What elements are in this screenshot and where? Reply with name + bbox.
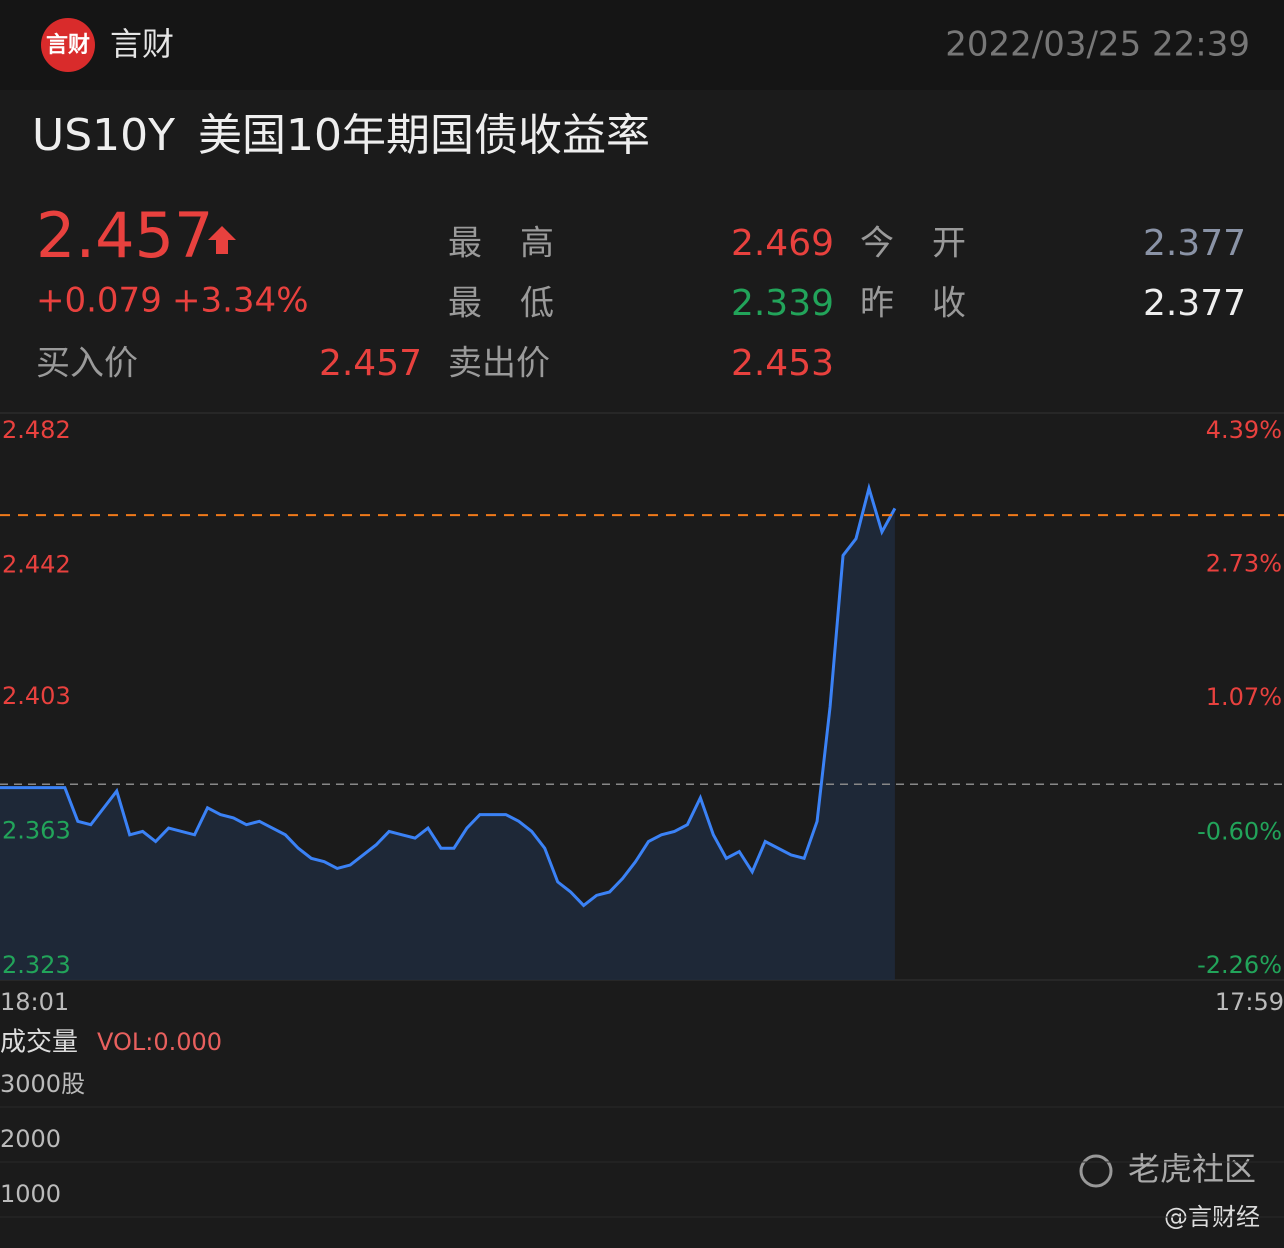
- watermark-icon: [1079, 1154, 1113, 1188]
- bid-label: 买入价: [36, 344, 138, 384]
- top-bar: [0, 0, 1284, 90]
- watermark: 老虎社区: [1128, 1150, 1256, 1188]
- low: 2.339: [731, 283, 834, 324]
- volume-title: 成交量: [0, 1028, 78, 1058]
- volume-tick-label: 3000股: [0, 1070, 85, 1098]
- price-line: [0, 482, 897, 908]
- volume-tick-label: 2000: [0, 1125, 61, 1153]
- y-tick-label: 2.403: [2, 682, 71, 710]
- logo: [41, 18, 95, 72]
- brand: 言财: [110, 25, 174, 63]
- volume-label: VOL:0.000: [97, 1028, 222, 1056]
- y2-tick-label: -2.26%: [1197, 951, 1282, 979]
- datetime: 2022/03/25 22:39: [945, 25, 1250, 65]
- price: 2.457: [36, 199, 214, 272]
- symbol: US10Y: [32, 110, 175, 161]
- low-label: 最低: [448, 284, 592, 324]
- y-tick-label: 2.442: [2, 551, 71, 579]
- change-pct: +3.34%: [172, 281, 309, 321]
- area-fill: [0, 488, 895, 980]
- y2-tick-label: -0.60%: [1197, 817, 1282, 845]
- instrument-name: 美国10年期国债收益率: [198, 110, 650, 161]
- open-label: 今开: [860, 224, 1004, 264]
- volume-tick-label: 1000: [0, 1180, 61, 1208]
- y2-tick-label: 2.73%: [1206, 550, 1282, 578]
- y-tick-label: 2.482: [2, 416, 71, 444]
- y2-tick-label: 4.39%: [1206, 416, 1282, 444]
- up-arrow: [208, 226, 236, 254]
- ask-label: 卖出价: [448, 344, 550, 384]
- high: 2.469: [731, 223, 834, 264]
- prev-close: 2.377: [1143, 283, 1246, 324]
- change: +0.079: [36, 281, 162, 321]
- logo-text: 言财: [46, 32, 90, 58]
- prev-close-label: 昨收: [860, 284, 1004, 324]
- y2-tick-label: 1.07%: [1206, 683, 1282, 711]
- ask: 2.453: [731, 343, 834, 384]
- y-tick-label: 2.323: [2, 951, 71, 979]
- y-tick-label: 2.363: [2, 816, 71, 844]
- high-label: 最高: [448, 224, 592, 264]
- open: 2.377: [1143, 223, 1246, 264]
- x-tick-label: 18:01: [0, 988, 69, 1016]
- bid: 2.457: [319, 343, 422, 384]
- x-tick-label: 17:59: [1215, 988, 1284, 1016]
